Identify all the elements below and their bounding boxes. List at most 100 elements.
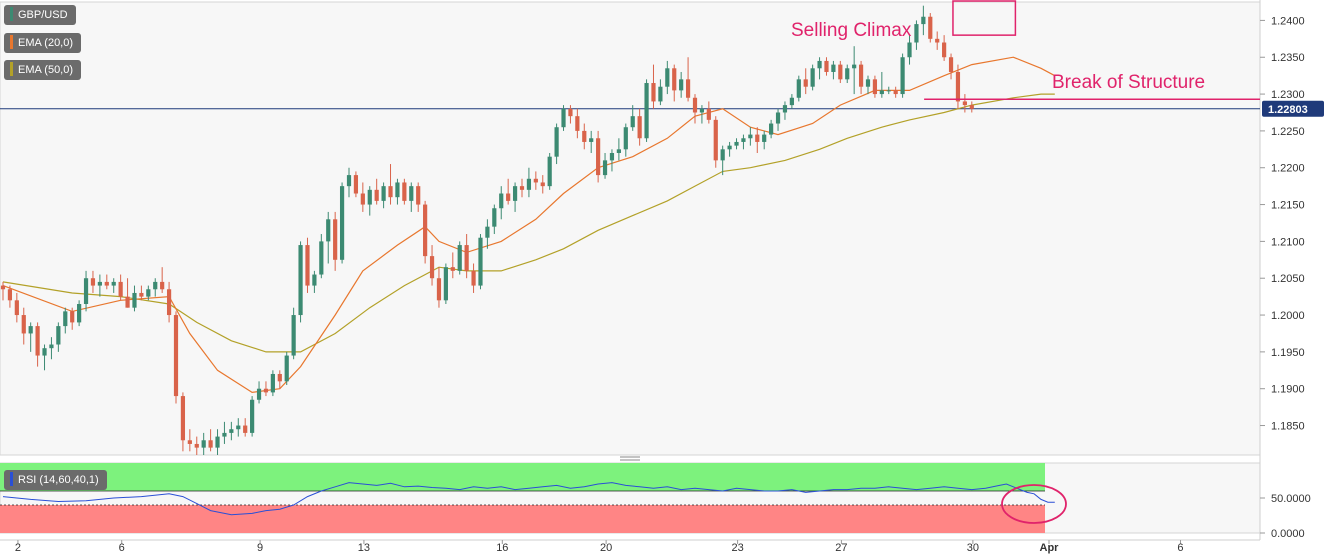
candle-body [803, 79, 808, 87]
candle-body [748, 134, 753, 139]
candle-body [568, 108, 573, 117]
candle-body [762, 134, 767, 142]
candle-body [250, 399, 255, 433]
candle-body [485, 226, 490, 238]
legend-ema50-label: EMA (50,0) [18, 64, 74, 76]
candle-body [270, 373, 275, 393]
candle-body [132, 292, 137, 308]
legend-ema50[interactable]: EMA (50,0) [4, 60, 82, 80]
price-tick-label: 1.2000 [1271, 310, 1305, 322]
candle-body [125, 296, 130, 308]
candle-body [596, 138, 601, 176]
candle-body [547, 156, 552, 187]
candle-body [146, 289, 151, 297]
candle-body [291, 315, 296, 356]
candle-body [879, 90, 884, 95]
ema20-swatch [10, 35, 13, 50]
legend-rsi[interactable]: RSI (14,60,40,1) [4, 470, 107, 490]
candle-body [374, 189, 379, 201]
candle-body [90, 278, 96, 286]
candle-body [519, 186, 525, 190]
ema50-line [2, 93, 1055, 353]
candle-body [416, 186, 421, 205]
legend-symbol-label: GBP/USD [18, 9, 68, 21]
candle-body [817, 60, 822, 69]
candle-body [969, 105, 974, 109]
candle-body [236, 425, 241, 430]
candle-body [160, 281, 165, 290]
candle-body [921, 16, 926, 25]
time-tick-label: Apr [1040, 542, 1060, 554]
legend-symbol[interactable]: GBP/USD [4, 5, 76, 25]
candle-body [429, 256, 435, 279]
candle-body [14, 300, 19, 316]
candle-body [277, 373, 282, 382]
rsi-highlight-ellipse [1001, 484, 1067, 524]
candle-body [21, 315, 26, 334]
candle-body [824, 60, 829, 72]
candle-body [263, 388, 269, 393]
price-tick-label: 1.2250 [1271, 126, 1305, 138]
candle-body [215, 436, 220, 448]
price-pane-background [0, 1, 1261, 456]
candle-body [492, 208, 497, 227]
candle-body [118, 281, 123, 297]
candle-body [533, 178, 538, 183]
price-tick-label: 1.2300 [1271, 89, 1305, 101]
ema50-swatch [10, 62, 13, 77]
candle-body [381, 186, 386, 201]
time-tick-label: 20 [600, 542, 612, 554]
candle-body [554, 127, 559, 157]
candle-body [561, 108, 566, 128]
candle-body [346, 175, 352, 187]
legend-ema20[interactable]: EMA (20,0) [4, 33, 82, 53]
candle-body [831, 64, 836, 72]
selling-climax-label: Selling Climax [791, 20, 912, 41]
candle-body [180, 396, 186, 441]
current-price-label: 1.22803 [1268, 104, 1308, 116]
candle-body [402, 182, 407, 201]
candle-body [955, 71, 961, 102]
candle-body [789, 97, 794, 106]
candle-body [464, 245, 469, 271]
candle-body [935, 38, 940, 43]
rsi-tick-label: 0.0000 [1271, 528, 1305, 540]
rsi-tick-label: 50.0000 [1271, 493, 1311, 505]
candle-body [506, 193, 511, 201]
candle-body [478, 237, 483, 286]
candle-body [450, 267, 455, 271]
candle-body [326, 219, 331, 242]
candle-body [630, 116, 635, 128]
candle-body [865, 79, 871, 87]
price-tick-label: 1.1850 [1271, 421, 1305, 433]
candle-body [395, 182, 400, 198]
candle-body [388, 186, 393, 198]
candle-body [741, 138, 746, 142]
candle-body [699, 108, 705, 113]
candle-body [471, 270, 476, 286]
candle-body [637, 116, 642, 139]
candle-body [651, 83, 656, 102]
candle-body [886, 90, 891, 92]
candle-body [948, 57, 954, 72]
rsi-swatch [10, 472, 13, 487]
candle-body [28, 326, 33, 334]
ema20-line [2, 56, 1056, 394]
price-axis-background [1260, 0, 1331, 558]
candle-body [70, 311, 75, 323]
candle-body [305, 245, 310, 286]
candle-body [208, 440, 213, 448]
symbol-swatch [10, 7, 13, 22]
time-tick-label: 27 [835, 542, 847, 554]
candle-body [962, 101, 967, 106]
price-tick-label: 1.2400 [1271, 15, 1305, 27]
candle-body [623, 127, 628, 150]
candle-body [104, 281, 109, 286]
candle-body [360, 193, 365, 205]
price-tick-label: 1.2200 [1271, 163, 1305, 175]
current-price-badge [1262, 100, 1324, 117]
price-tick-label: 1.2350 [1271, 52, 1305, 64]
price-tick-label: 1.2150 [1271, 200, 1305, 212]
candle-body [782, 105, 788, 113]
